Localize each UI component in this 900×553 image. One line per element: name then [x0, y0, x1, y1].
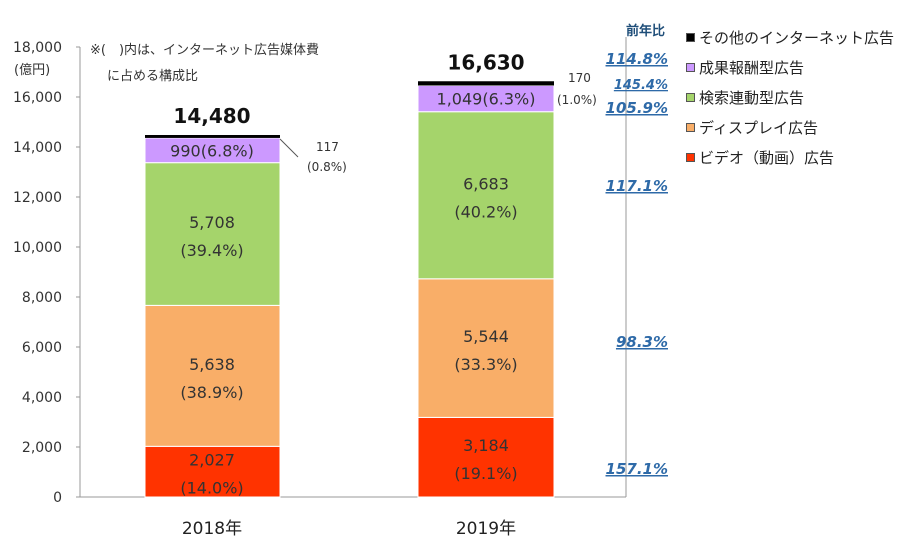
- legend-label-search: 検索連動型広告: [699, 88, 805, 107]
- data-label-display: 5,544: [463, 327, 509, 346]
- legend-label-display: ディスプレイ広告: [699, 118, 818, 137]
- note-line-2: に占める構成比: [107, 69, 198, 84]
- share-label-search: (39.4%): [180, 241, 243, 260]
- data-label-performance: 1,049(6.3%): [437, 90, 536, 109]
- legend-label-video: ビデオ（動画）広告: [699, 148, 835, 167]
- legend-label-other: その他のインターネット広告: [699, 28, 895, 47]
- bar-segment-display: [144, 304, 281, 447]
- bar-segment-video: [144, 445, 281, 498]
- share-label-video: (14.0%): [180, 479, 243, 498]
- yoy-other: 145.4%: [614, 78, 668, 93]
- other-value-2019: 170: [568, 71, 591, 85]
- data-label-performance: 990(6.8%): [170, 141, 254, 160]
- legend-item-performance: 成果報酬型広告: [686, 52, 900, 82]
- legend-item-display: ディスプレイ広告: [686, 112, 900, 142]
- other-share-2019: (1.0%): [557, 93, 597, 107]
- y-tick-label: 6,000: [22, 340, 62, 356]
- y-tick-label: 12,000: [13, 190, 62, 206]
- legend: その他のインターネット広告 成果報酬型広告 検索連動型広告 ディスプレイ広告 ビ…: [686, 22, 900, 172]
- legend-item-other: その他のインターネット広告: [686, 22, 900, 52]
- share-label-display: (33.3%): [454, 355, 517, 374]
- y-tick-label: 4,000: [22, 390, 62, 406]
- x-tick-label: 2018年: [182, 519, 242, 539]
- data-label-display: 5,638: [189, 355, 235, 374]
- bar-segment-display: [417, 278, 555, 418]
- legend-swatch-display: [686, 122, 695, 132]
- yoy-header: 前年比: [626, 23, 665, 39]
- total-label: 14,480: [173, 104, 250, 128]
- other-share-2018: (0.8%): [307, 160, 347, 174]
- legend-swatch-performance: [686, 62, 695, 72]
- y-tick-label: 8,000: [22, 290, 62, 306]
- share-label-display: (38.9%): [180, 383, 243, 402]
- yoy-search: 117.1%: [606, 177, 668, 195]
- data-label-search: 5,708: [189, 213, 235, 232]
- total-label: 16,630: [447, 50, 524, 74]
- legend-item-video: ビデオ（動画）広告: [686, 142, 900, 172]
- data-label-video: 2,027: [189, 451, 235, 470]
- bar-segment-video: [417, 416, 555, 498]
- legend-label-performance: 成果報酬型広告: [699, 58, 805, 77]
- share-label-video: (19.1%): [454, 464, 517, 483]
- yoy-performance: 105.9%: [606, 99, 668, 117]
- share-label-search: (40.2%): [454, 202, 517, 221]
- data-label-video: 3,184: [463, 436, 509, 455]
- legend-swatch-other: [686, 32, 695, 42]
- legend-swatch-video: [686, 152, 695, 162]
- y-tick-label: 0: [53, 490, 62, 506]
- bar-segment-performance: [144, 137, 281, 164]
- data-label-search: 6,683: [463, 174, 509, 193]
- callout-leader-2018: [279, 138, 299, 158]
- yoy-total: 114.8%: [606, 50, 668, 68]
- other-value-2018: 117: [316, 140, 339, 154]
- y-tick-label: 14,000: [13, 140, 62, 156]
- yoy-display: 98.3%: [616, 333, 668, 351]
- legend-swatch-search: [686, 92, 695, 102]
- y-tick-label: 2,000: [22, 440, 62, 456]
- yoy-video: 157.1%: [606, 460, 668, 478]
- y-tick-label: 16,000: [13, 90, 62, 106]
- bar-segment-other: [145, 135, 280, 138]
- y-axis-unit: (億円): [14, 62, 50, 78]
- legend-item-search: 検索連動型広告: [686, 82, 900, 112]
- x-tick-label: 2019年: [456, 519, 516, 539]
- bar-segment-search: [417, 111, 555, 280]
- bar-segment-other: [418, 81, 554, 86]
- y-tick-label: 10,000: [13, 240, 62, 256]
- bar-segment-search: [144, 162, 281, 306]
- y-tick-label: 18,000: [13, 40, 62, 56]
- note-line-1: ※( )内は、インターネット広告媒体費: [90, 42, 319, 58]
